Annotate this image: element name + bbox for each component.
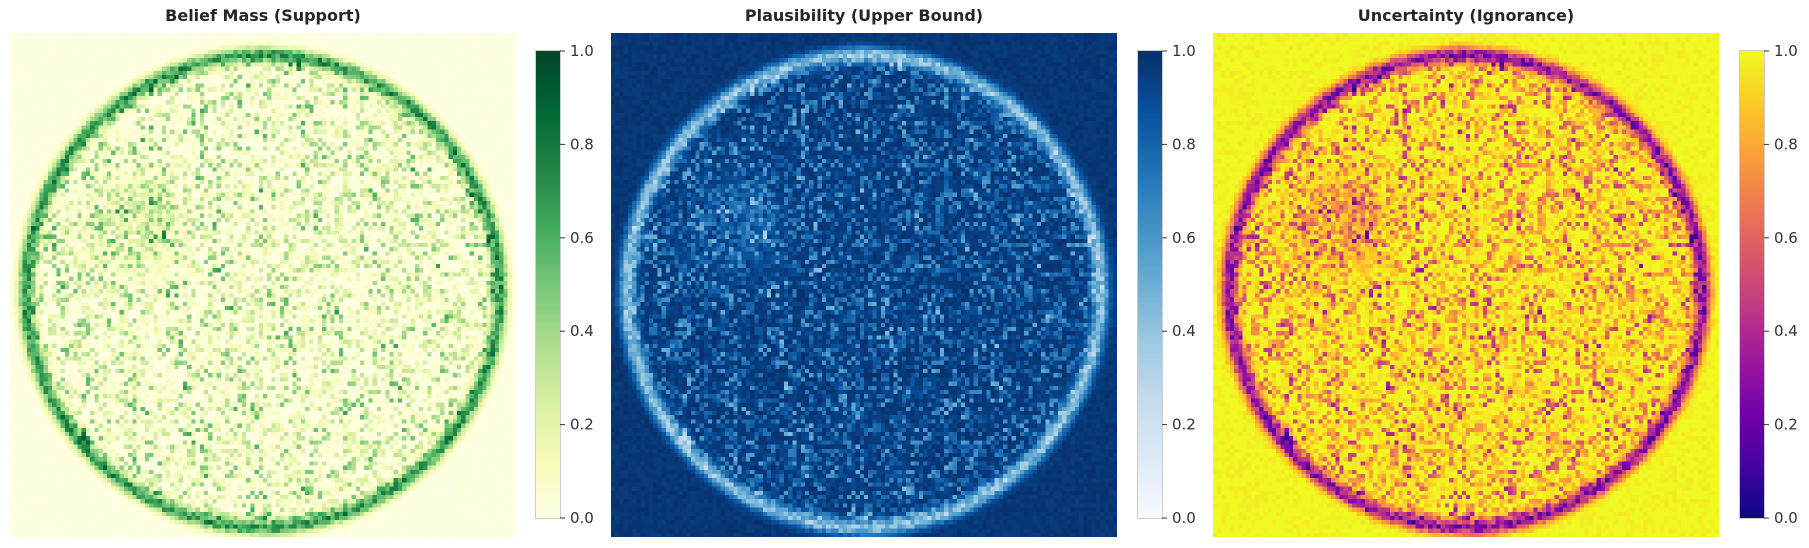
chart-title: Belief Mass (Support)	[165, 6, 361, 25]
colorbar-tick-label: 0.2	[1172, 416, 1196, 434]
colorbar-tick-label: 0.4	[1172, 322, 1196, 340]
colorbar-tick-label: 0.8	[570, 135, 594, 153]
heatmap-plausibility	[611, 33, 1117, 537]
colorbar-tick-label: 0.0	[570, 509, 594, 527]
chart-title: Uncertainty (Ignorance)	[1357, 6, 1575, 25]
colorbar-ticks-belief: 0.0 0.2 0.4 0.6 0.8 1.0	[560, 42, 594, 527]
colorbar-tick-label: 0.2	[1774, 416, 1798, 434]
colorbar-ticks-plausibility: 0.0 0.2 0.4 0.6 0.8 1.0	[1162, 42, 1196, 527]
colorbar-uncertainty	[1739, 50, 1765, 519]
colorbar-tick-label: 0.0	[1172, 509, 1196, 527]
colorbar-tick-label: 0.4	[570, 322, 594, 340]
colorbar-belief	[535, 50, 561, 519]
colorbar-tick-label: 0.2	[570, 416, 594, 434]
colorbar-tick-label: 0.0	[1774, 509, 1798, 527]
heatmap-belief	[10, 33, 516, 537]
colorbar-tick-label: 0.8	[1774, 135, 1798, 153]
colorbar-tick-label: 1.0	[570, 42, 594, 60]
chart-title: Plausibility (Upper Bound)	[744, 6, 984, 25]
colorbar-tick-label: 0.6	[1172, 229, 1196, 247]
colorbar-tick-label: 0.6	[1774, 229, 1798, 247]
colorbar-ticks-uncertainty: 0.0 0.2 0.4 0.6 0.8 1.0	[1764, 42, 1798, 527]
colorbar-tick-label: 1.0	[1172, 42, 1196, 60]
panel-belief: Belief Mass (Support) 0.0 0.2 0.4 0.6 0.8 1.0	[0, 0, 603, 548]
heatmap-uncertainty	[1213, 33, 1719, 537]
colorbar-plausibility	[1137, 50, 1163, 519]
colorbar-tick-label: 0.8	[1172, 135, 1196, 153]
colorbar-tick-label: 1.0	[1774, 42, 1798, 60]
colorbar-tick-label: 0.6	[570, 229, 594, 247]
colorbar-tick-label: 0.4	[1774, 322, 1798, 340]
